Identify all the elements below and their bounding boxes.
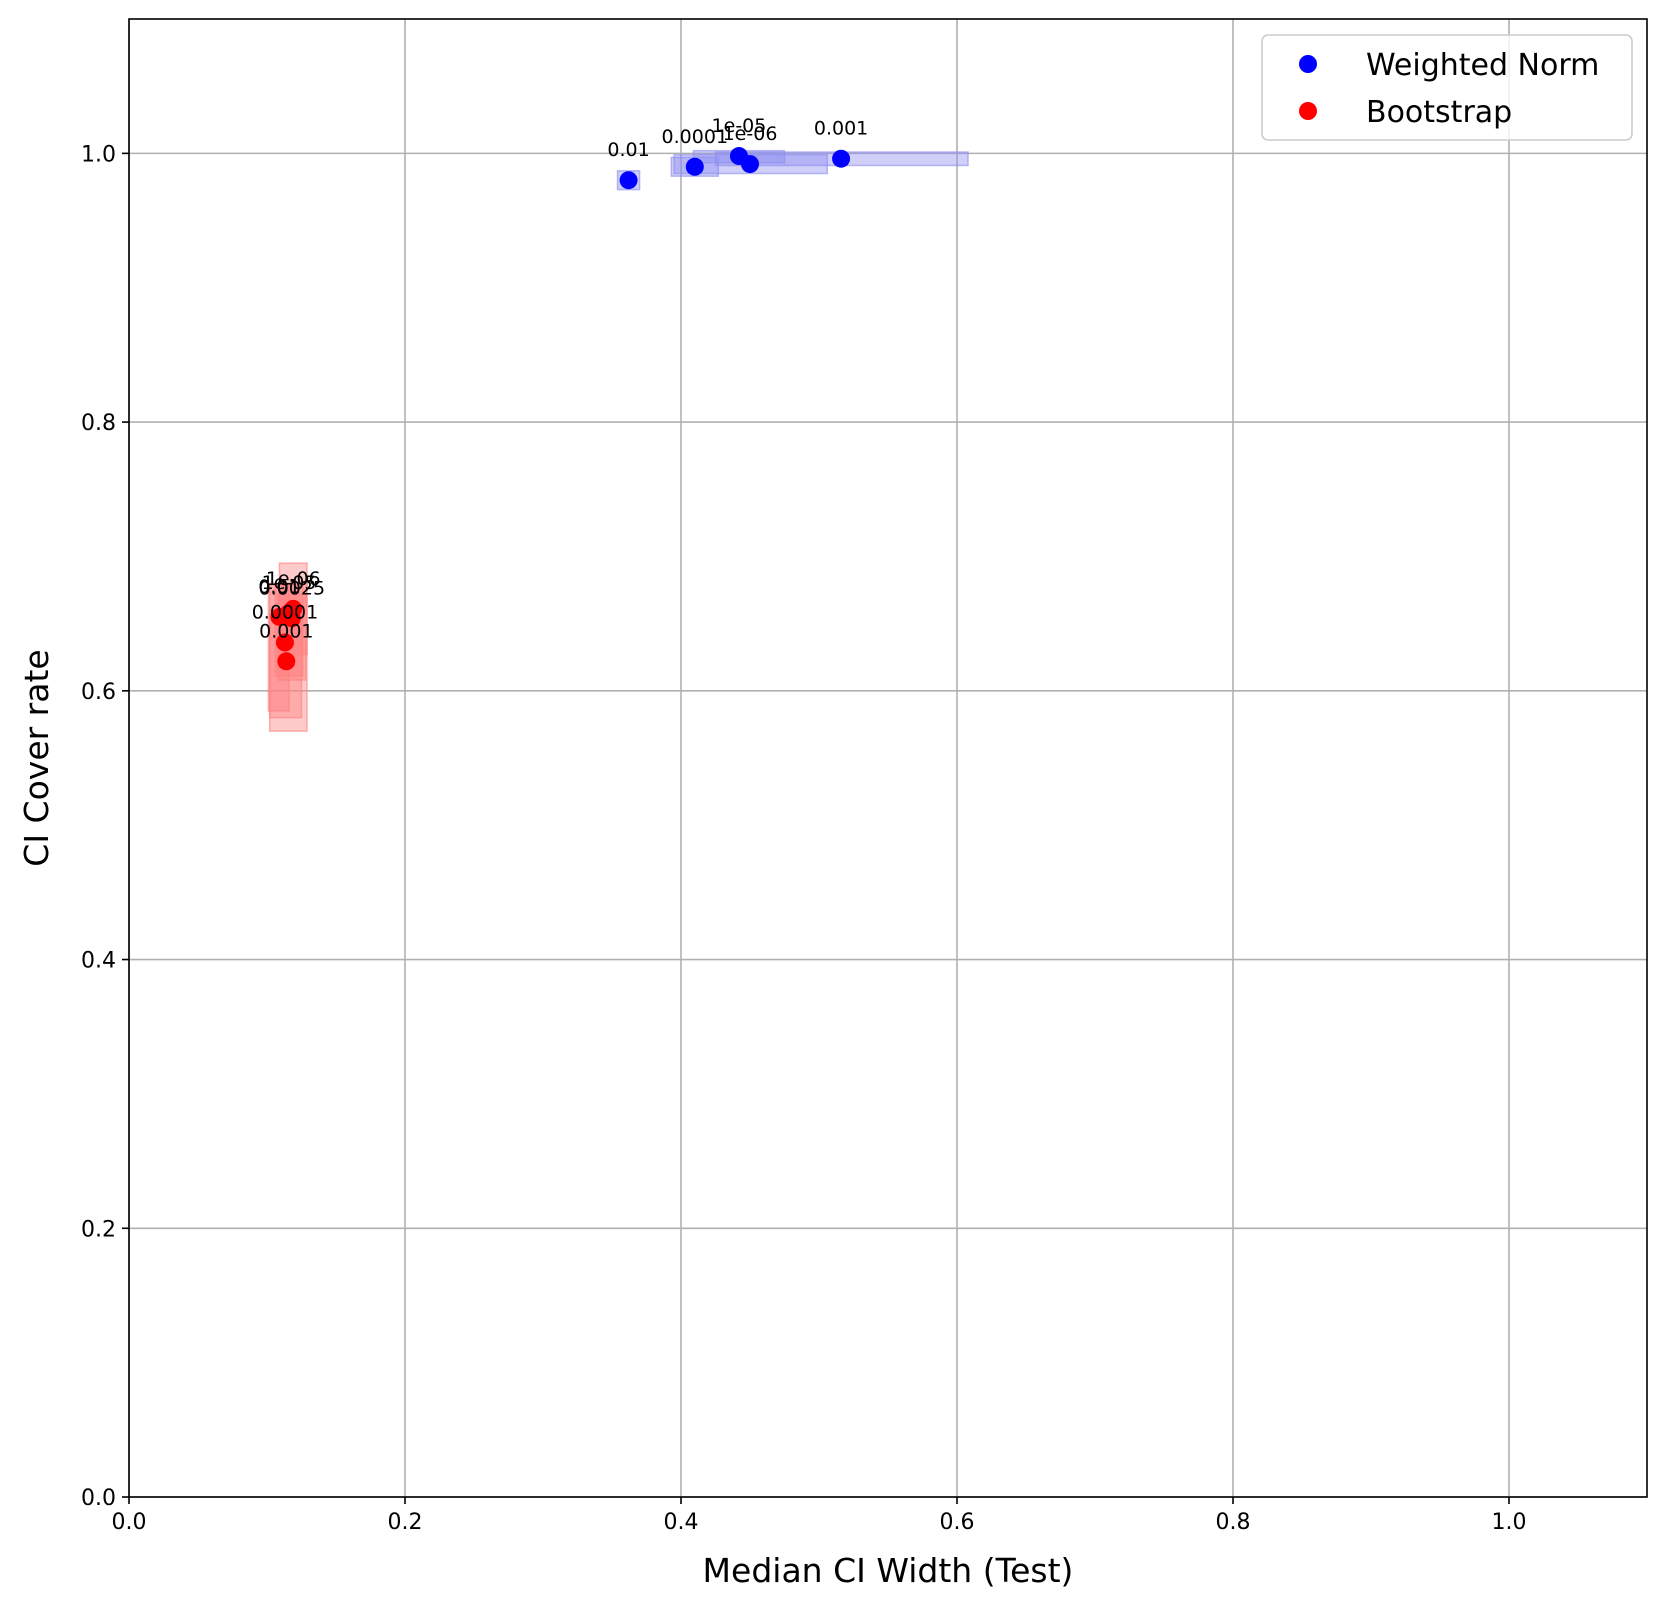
y-tick-label: 0.0 [81, 1486, 116, 1511]
data-point [619, 171, 638, 190]
point-annotation: 0.01 [258, 576, 300, 598]
axis-ticks: 0.0 0.2 0.4 0.6 0.8 1.0 0.0 0.2 0.4 0.6 0.8 1.0 [81, 142, 1527, 1535]
y-tick-label: 0.2 [81, 1217, 116, 1242]
data-points [270, 147, 851, 671]
y-tick-label: 1.0 [81, 142, 116, 167]
legend-label: Bootstrap [1366, 95, 1512, 130]
data-point [832, 149, 851, 168]
point-annotation: 0.0001 [252, 601, 318, 623]
x-axis-label: Median CI Width (Test) [703, 1551, 1074, 1590]
point-annotation: 0.0025 [259, 577, 325, 599]
point-annotation: 1e-05 [712, 115, 767, 137]
x-tick-label: 0.0 [112, 1510, 147, 1535]
x-tick-label: 0.4 [664, 1510, 699, 1535]
y-axis-label: CI Cover rate [17, 649, 56, 866]
plot-frame [128, 18, 1648, 1498]
x-tick-label: 0.6 [940, 1510, 975, 1535]
data-point [270, 607, 289, 626]
point-annotation: 1e-06 [723, 123, 778, 145]
data-point [277, 652, 296, 671]
grid [128, 19, 1647, 1498]
y-tick-label: 0.8 [81, 411, 116, 436]
data-point [741, 155, 759, 174]
x-tick-label: 1.0 [1492, 1510, 1527, 1535]
legend: Weighted Norm Bootstrap [1261, 34, 1633, 141]
point-annotation: 1e-05 [262, 572, 317, 594]
legend-marker [1299, 55, 1317, 73]
point-annotation: 0.001 [259, 620, 313, 642]
point-annotation: 1e-06 [266, 568, 321, 590]
x-tick-label: 0.8 [1216, 1510, 1251, 1535]
point-annotation: 0.001 [814, 118, 868, 140]
y-tick-label: 0.6 [81, 680, 116, 705]
point-annotation: 0.0001 [662, 126, 728, 148]
y-tick-label: 0.4 [81, 949, 116, 974]
legend-box [1261, 34, 1633, 141]
legend-label: Weighted Norm [1366, 48, 1599, 83]
data-point [685, 157, 704, 176]
legend-marker [1299, 102, 1317, 120]
point-annotation: 0.01 [607, 139, 649, 161]
x-tick-label: 0.2 [388, 1510, 423, 1535]
data-point [275, 633, 294, 652]
